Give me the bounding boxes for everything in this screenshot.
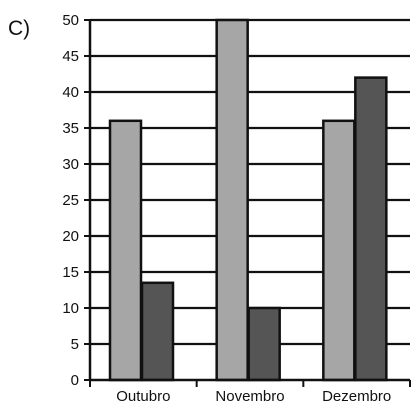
x-tick-label-dezembro: Dezembro (322, 388, 391, 405)
bar-novembro-series-1 (215, 18, 249, 382)
y-tick-label-5: 5 (71, 336, 79, 353)
x-tick-label-novembro: Novembro (215, 388, 284, 405)
x-tick-labels: Outubro Novembro Dezembro (116, 388, 391, 405)
y-tick-label-35: 35 (62, 120, 79, 137)
y-tick-label-40: 40 (62, 84, 79, 101)
y-tick-label-0: 0 (71, 372, 79, 389)
bar-dezembro-series-1 (322, 119, 356, 382)
y-tick-label-45: 45 (62, 48, 79, 65)
y-tick-label-10: 10 (62, 300, 79, 317)
axes (84, 19, 411, 387)
x-tick-label-outubro: Outubro (116, 388, 170, 405)
bar-outubro-series-2 (140, 281, 175, 382)
y-tick-label-15: 15 (62, 264, 79, 281)
y-tick-label-20: 20 (62, 228, 79, 245)
panel-label: C) (8, 17, 30, 40)
bar-novembro-series-2 (247, 306, 281, 382)
y-tick-label-50: 50 (62, 12, 79, 29)
y-tick-label-30: 30 (62, 156, 79, 173)
bar-outubro-series-1 (108, 119, 143, 382)
y-tick-labels: 0 5 10 15 20 25 30 35 40 45 50 (62, 12, 79, 389)
y-tick-label-25: 25 (62, 192, 79, 209)
bar-dezembro-series-2 (354, 76, 388, 382)
